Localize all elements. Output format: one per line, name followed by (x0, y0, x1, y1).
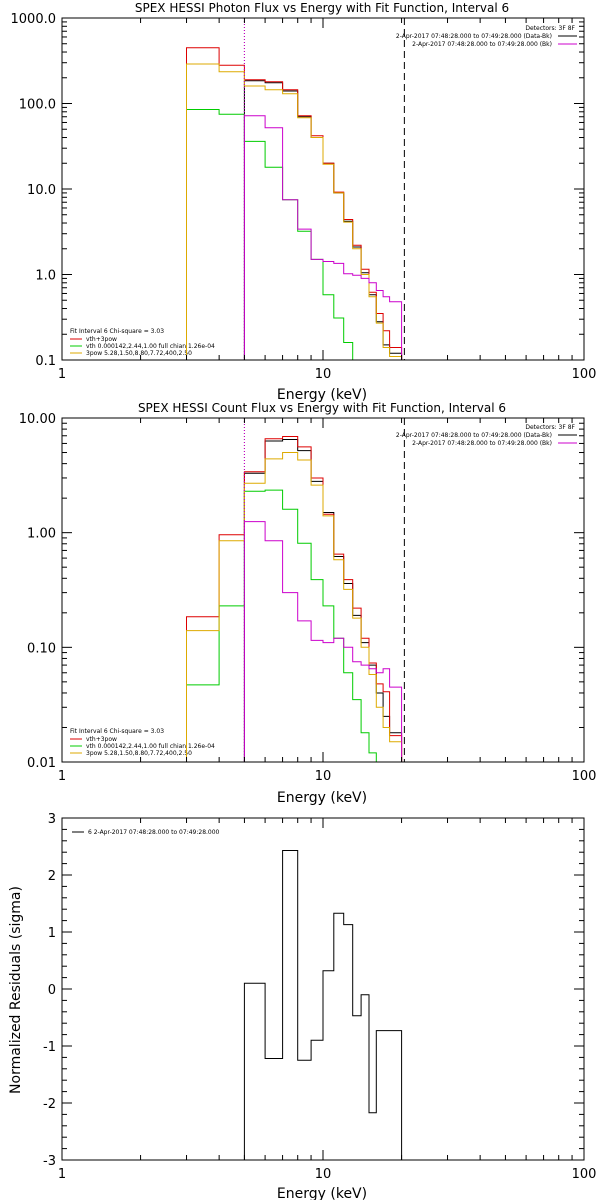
chart-title: SPEX HESSI Photon Flux vs Energy with Fi… (135, 1, 509, 15)
y-tick-label: 0.1 (35, 354, 56, 369)
data-layer (186, 47, 403, 360)
legend-entry-3pow: 3pow 5.28,1.50,8.80,7.72,400,2.50 (86, 750, 192, 757)
fit-legend-header: Fit Interval 6 Chi-square = 3.03 (70, 728, 164, 735)
series-3-histogram (186, 452, 403, 762)
residuals-panel: Energy (keV) Normalized Residuals (sigma… (8, 812, 596, 1200)
legend-top-left: 6 2-Apr-2017 07:48:28.000 to 07:49:28.00… (72, 829, 220, 836)
legend-entry: 6 2-Apr-2017 07:48:28.000 to 07:49:28.00… (88, 829, 220, 836)
y-tick-label: -3 (43, 1154, 56, 1169)
series-4-histogram (243, 521, 403, 762)
y-tick-label: 10.00 (19, 412, 56, 427)
x-tick-label: 10 (315, 769, 332, 784)
y-tick-label: 1 (48, 926, 56, 941)
series-3-histogram (186, 63, 403, 360)
series-0-histogram (243, 850, 403, 1160)
legend-header: Detectors: 3F 8F (525, 424, 575, 431)
x-tick-label: 10 (315, 367, 332, 382)
y-tick-label: 100.0 (19, 98, 56, 113)
y-tick-label: 2 (48, 869, 56, 884)
x-tick-label: 100 (572, 769, 597, 784)
y-tick-label: 1000.0 (11, 12, 57, 27)
legend-entry-total: vth+3pow (86, 736, 117, 743)
legend-entry-bk: 2-Apr-2017 07:48:28.000 to 07:49:28.000 … (412, 41, 552, 48)
legend-header: Detectors: 3F 8F (525, 25, 575, 32)
y-tick-label: 0 (48, 983, 56, 998)
y-tick-label: 0.10 (27, 641, 56, 656)
x-tick-label: 100 (572, 367, 597, 382)
y-tick-label: 0.01 (27, 756, 56, 771)
x-tick-label: 10 (315, 1167, 332, 1182)
legend-entry-total: vth+3pow (86, 336, 117, 343)
legend-bottom-left: Fit Interval 6 Chi-square = 3.03 vth+3po… (70, 728, 215, 757)
x-tick-label: 1 (58, 367, 66, 382)
y-axis-label: Normalized Residuals (sigma) (8, 886, 24, 1094)
data-layer (243, 850, 403, 1160)
x-tick-label: 1 (58, 769, 66, 784)
legend-entry-bk: 2-Apr-2017 07:48:28.000 to 07:49:28.000 … (412, 440, 552, 447)
photon-flux-panel: SPEX HESSI Photon Flux vs Energy with Fi… (11, 1, 597, 403)
data-layer (186, 436, 403, 762)
legend-entry-data-bk: 2-Apr-2017 07:48:28.000 to 07:49:28.000 … (396, 33, 552, 40)
x-axis-label: Energy (keV) (277, 387, 367, 403)
legend-entry-vth: vth 0.000142,2.44,1.00 full chian 1.26e-… (86, 343, 215, 350)
legend-entry-3pow: 3pow 5.28,1.50,8.80,7.72,400,2.50 (86, 350, 192, 357)
legend-entry-vth: vth 0.000142,2.44,1.00 full chian 1.26e-… (86, 743, 215, 750)
x-axis-label: Energy (keV) (277, 1186, 367, 1200)
count-flux-panel: SPEX HESSI Count Flux vs Energy with Fit… (19, 401, 597, 806)
x-tick-label: 100 (572, 1167, 597, 1182)
y-tick-label: 10.0 (27, 183, 56, 198)
legend-entry-data-bk: 2-Apr-2017 07:48:28.000 to 07:49:28.000 … (396, 432, 552, 439)
legend-bottom-left: Fit Interval 6 Chi-square = 3.03 vth+3po… (70, 328, 215, 357)
x-tick-label: 1 (58, 1167, 66, 1182)
y-tick-label: 1.00 (27, 527, 56, 542)
legend-top-right: Detectors: 3F 8F 2-Apr-2017 07:48:28.000… (396, 424, 577, 447)
series-2-histogram (186, 489, 403, 762)
x-axis-label: Energy (keV) (277, 790, 367, 806)
y-tick-label: -1 (43, 1040, 56, 1055)
series-4-histogram (243, 115, 403, 360)
legend-top-right: Detectors: 3F 8F 2-Apr-2017 07:48:28.000… (396, 25, 577, 48)
y-tick-label: -2 (43, 1097, 56, 1112)
series-2-histogram (186, 109, 403, 360)
fit-legend-header: Fit Interval 6 Chi-square = 3.03 (70, 328, 164, 335)
chart-title: SPEX HESSI Count Flux vs Energy with Fit… (138, 401, 506, 415)
y-tick-label: 3 (48, 812, 56, 827)
y-tick-label: 1.0 (35, 269, 56, 284)
